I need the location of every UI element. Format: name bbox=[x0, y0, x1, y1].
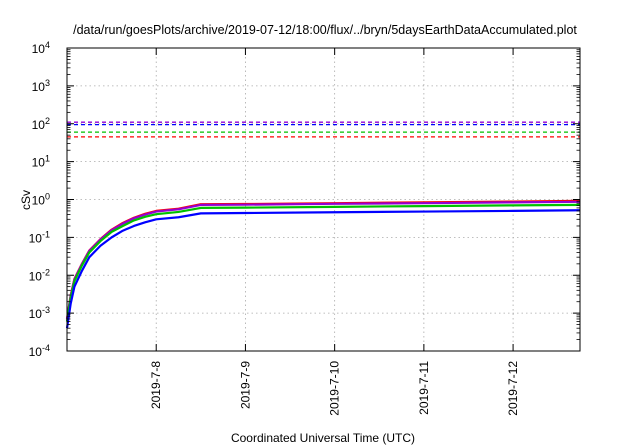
series-line bbox=[65, 209, 581, 329]
y-tick-label: 104 bbox=[32, 40, 50, 56]
x-axis-label: Coordinated Universal Time (UTC) bbox=[231, 431, 415, 445]
y-tick-label: 10-1 bbox=[29, 229, 50, 245]
grid bbox=[67, 48, 580, 351]
y-tick-exponent: 4 bbox=[45, 40, 50, 50]
series-line bbox=[65, 199, 581, 320]
series-line bbox=[65, 203, 581, 322]
y-axis-label: cSv bbox=[19, 190, 33, 210]
chart-title: /data/run/goesPlots/archive/2019-07-12/1… bbox=[73, 23, 577, 37]
x-tick-label: 2019-7-10 bbox=[328, 361, 342, 416]
y-tick-label: 102 bbox=[32, 116, 50, 132]
y-tick-exponent: 0 bbox=[45, 192, 50, 202]
y-tick-label: 10-4 bbox=[29, 343, 50, 359]
x-tick-label: 2019-7-8 bbox=[149, 361, 163, 409]
x-tick-label: 2019-7-12 bbox=[506, 361, 520, 416]
y-tick-exponent: -3 bbox=[42, 305, 50, 315]
y-tick-exponent: 3 bbox=[45, 78, 50, 88]
x-axis: 2019-7-8 2019-7-9 2019-7-10 2019-7-11 2019-7… bbox=[149, 48, 520, 416]
x-tick-label: 2019-7-11 bbox=[417, 361, 431, 415]
y-tick-exponent: -1 bbox=[42, 229, 50, 239]
y-tick-exponent: -2 bbox=[42, 267, 50, 277]
y-tick-exponent: 1 bbox=[45, 154, 50, 164]
x-tick-label: 2019-7-9 bbox=[238, 361, 252, 409]
y-tick-exponent: 2 bbox=[45, 116, 50, 126]
y-tick-label: 10-3 bbox=[29, 305, 50, 321]
y-tick-exponent: -4 bbox=[42, 343, 50, 353]
reference-lines bbox=[67, 121, 580, 138]
y-tick-label: 101 bbox=[32, 154, 50, 170]
series-line bbox=[65, 200, 581, 320]
y-tick-label: 103 bbox=[32, 78, 50, 94]
y-tick-label: 100 bbox=[32, 192, 50, 208]
series-group bbox=[65, 199, 581, 329]
y-tick-label: 10-2 bbox=[29, 267, 50, 283]
